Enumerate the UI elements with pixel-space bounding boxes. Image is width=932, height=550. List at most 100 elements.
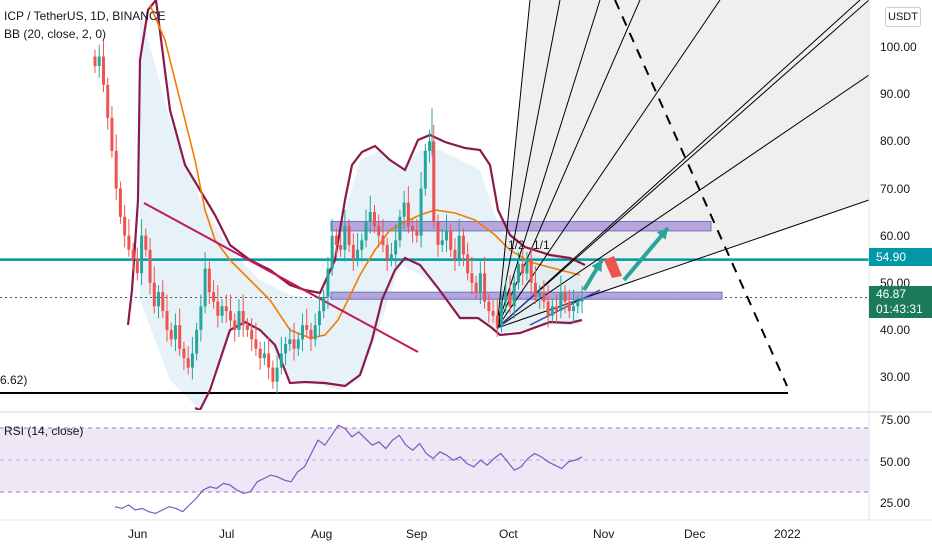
candle-body [254, 339, 258, 349]
rsi-y-tick-label: 25.00 [880, 496, 911, 511]
resistance-price-tag: 54.90 [869, 248, 932, 266]
y-tick-label: 70.00 [880, 181, 911, 196]
candle-body [436, 221, 440, 246]
rsi-y-tick-label: 75.00 [880, 413, 911, 428]
y-tick-label: 80.00 [880, 134, 911, 149]
candle-body [144, 235, 148, 250]
candle-body [317, 311, 321, 326]
candle-body [491, 311, 495, 316]
candle-body [453, 249, 457, 260]
candle-body [186, 358, 190, 368]
arrow-up-2-head [656, 228, 668, 240]
candle-body [347, 226, 351, 246]
candle-body [292, 339, 296, 349]
candle-body [428, 141, 432, 151]
candle-body [356, 249, 360, 260]
candle-body [241, 311, 245, 326]
descending-trendline[interactable] [143, 202, 419, 353]
fan-line[interactable] [496, 74, 869, 329]
x-tick-label: Dec [684, 527, 706, 541]
last-price: 46.87 [876, 287, 907, 301]
candle-body [203, 268, 207, 307]
candle-body [398, 216, 402, 241]
candle-body [415, 230, 419, 236]
candle-body [233, 320, 237, 330]
candle-body [389, 254, 393, 260]
x-tick-label: Jul [219, 527, 235, 541]
candle-body [212, 292, 216, 302]
candle-body [474, 282, 478, 293]
fan-line[interactable] [496, 0, 869, 329]
fan-line[interactable] [496, 0, 601, 329]
candle-body [381, 235, 385, 246]
fan-base-line [496, 289, 540, 330]
candle-body [199, 306, 203, 330]
candle-body [402, 202, 406, 217]
candle-body [339, 245, 343, 250]
candle-body [364, 221, 368, 241]
candle-body [377, 226, 381, 236]
candle-body [449, 230, 453, 250]
resistance-zone[interactable] [330, 220, 712, 232]
fan-line[interactable] [496, 0, 641, 329]
candle-body [301, 325, 305, 340]
candle-body [97, 56, 101, 66]
candle-body [444, 230, 448, 241]
candle-body [411, 226, 415, 231]
rsi-y-tick-label: 50.00 [880, 454, 911, 469]
support-level-label: 6.62) [0, 373, 28, 387]
rsi-line [114, 424, 583, 515]
candle-body [148, 249, 152, 283]
candle-body [110, 117, 114, 151]
indicator-label[interactable]: BB (20, close, 2, 0) [4, 27, 107, 41]
rsi-label[interactable]: RSI (14, close) [4, 424, 84, 438]
candle-body [275, 367, 279, 382]
fan-label-half: 1/2 [508, 238, 525, 252]
y-tick-label: 30.00 [880, 370, 911, 384]
candle-body [432, 141, 436, 222]
arrow-up-2[interactable] [622, 226, 670, 282]
candle-body [258, 348, 262, 359]
candle-body [512, 282, 516, 307]
candle-body [483, 273, 487, 302]
candle-body [93, 56, 97, 66]
candle-body [296, 339, 300, 349]
candle-body [576, 301, 580, 307]
support-zone[interactable] [330, 291, 723, 300]
fan-line[interactable] [496, 0, 721, 329]
candle-body [152, 282, 156, 307]
candle-body [118, 188, 122, 217]
candle-body [385, 245, 389, 260]
currency-button[interactable]: USDT [885, 7, 921, 27]
candle-body [419, 188, 423, 236]
bb-upper-band [126, 0, 586, 326]
candle-body [368, 212, 372, 222]
candle-body [182, 348, 186, 359]
x-tick-label: Jun [128, 527, 148, 541]
candle-body [101, 56, 105, 85]
candle-body [224, 306, 228, 312]
candle-body [538, 292, 542, 297]
candle-body [521, 263, 525, 274]
candle-body [245, 325, 249, 330]
candle-body [190, 353, 194, 368]
candle-body [114, 150, 118, 189]
chart-title: ICP / TetherUS, 1D, BINANCE [4, 9, 166, 23]
fan-line[interactable] [496, 199, 869, 329]
fan-line[interactable] [496, 0, 561, 329]
candle-body [131, 249, 135, 260]
fan-line[interactable] [496, 0, 861, 329]
candle-body [140, 235, 144, 274]
candle-body [262, 353, 266, 359]
candle-body [580, 297, 584, 302]
candle-body [207, 268, 211, 293]
candle-body [466, 254, 470, 274]
candle-body [229, 311, 233, 321]
candle-body [135, 259, 139, 274]
arrow-down[interactable] [604, 256, 622, 278]
candle-body [542, 292, 546, 302]
candle-body [516, 263, 520, 283]
candle-body [550, 306, 554, 316]
fan-line[interactable] [496, 0, 531, 329]
